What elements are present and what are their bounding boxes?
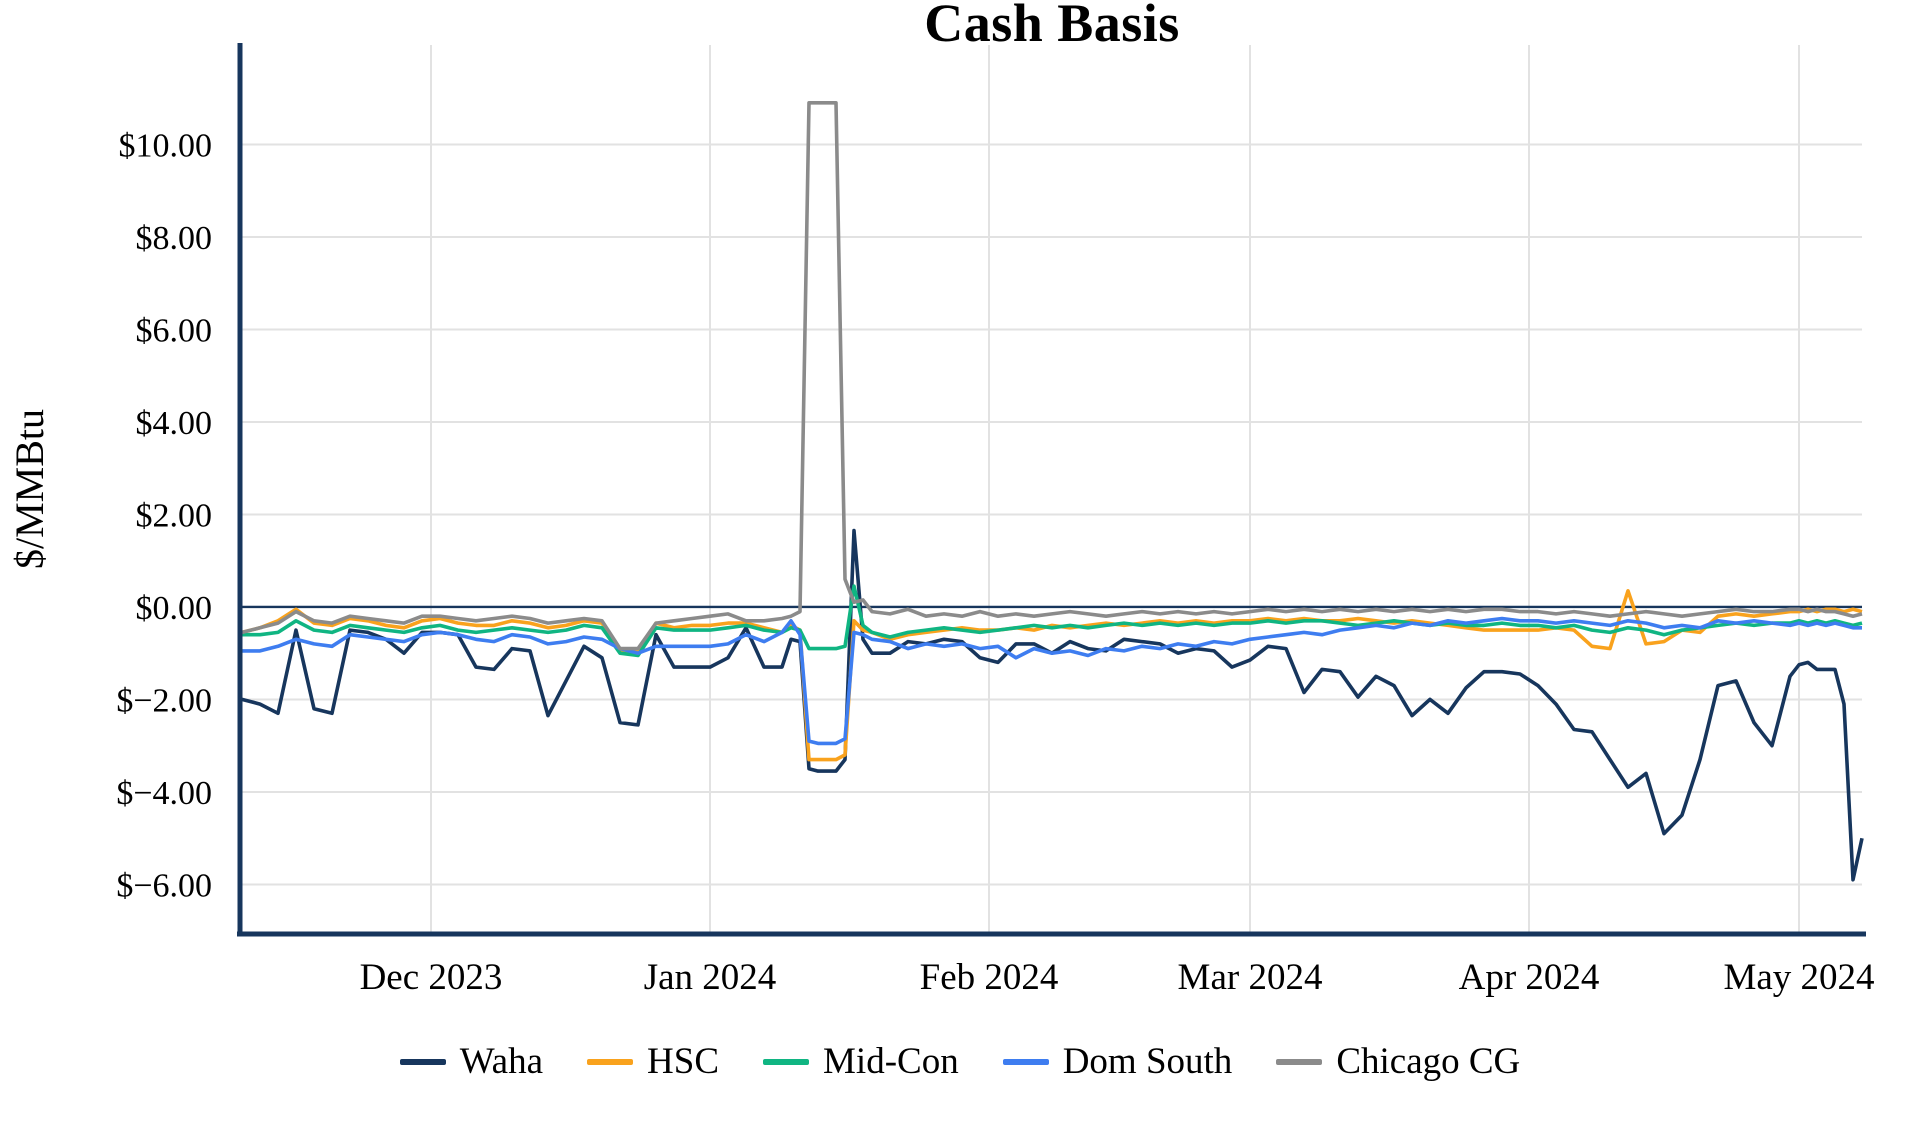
legend-item-chicago-cg: Chicago CG <box>1276 1040 1520 1083</box>
legend-swatch <box>399 1058 446 1065</box>
legend-item-mid-con: Mid-Con <box>763 1040 959 1083</box>
y-tick-label: $−4.00 <box>116 775 212 812</box>
x-tick-label: Jan 2024 <box>644 957 777 998</box>
x-tick-label: Feb 2024 <box>920 957 1059 998</box>
y-tick-label: $2.00 <box>136 497 213 534</box>
y-tick-label: $0.00 <box>136 590 213 627</box>
legend-swatch <box>1276 1058 1323 1065</box>
series-line-mid-con <box>242 584 1863 658</box>
legend-item-waha: Waha <box>399 1040 544 1083</box>
y-tick-label: $−2.00 <box>116 682 212 719</box>
legend-label: Waha <box>459 1041 544 1082</box>
chart-title: Cash Basis <box>924 0 1180 53</box>
legend-item-hsc: HSC <box>587 1040 719 1083</box>
chart-legend: Waha HSC Mid-Con Dom South Chicago CG <box>0 1040 1920 1083</box>
y-tick-label: $8.00 <box>136 220 213 257</box>
legend-swatch <box>587 1058 634 1065</box>
x-tick-label: Apr 2024 <box>1459 957 1600 998</box>
series-line-chicago-cg <box>241 101 1863 651</box>
x-tick-label: May 2024 <box>1723 957 1874 998</box>
y-tick-label: $−6.00 <box>116 867 212 904</box>
legend-label: Mid-Con <box>823 1041 959 1082</box>
series-line-waha <box>241 528 1864 882</box>
legend-label: HSC <box>647 1041 720 1082</box>
x-tick-label: Dec 2023 <box>360 957 503 998</box>
y-tick-label: $6.00 <box>136 312 213 349</box>
legend-label: Chicago CG <box>1336 1041 1521 1082</box>
legend-label: Dom South <box>1062 1041 1233 1082</box>
legend-swatch <box>1002 1058 1049 1065</box>
y-tick-label: $4.00 <box>136 405 213 442</box>
x-tick-label: Mar 2024 <box>1178 957 1323 998</box>
legend-swatch <box>763 1058 810 1065</box>
legend-item-dom-south: Dom South <box>1002 1040 1233 1083</box>
series-line-dom-south <box>242 616 1862 746</box>
y-tick-label: $10.00 <box>119 127 213 164</box>
